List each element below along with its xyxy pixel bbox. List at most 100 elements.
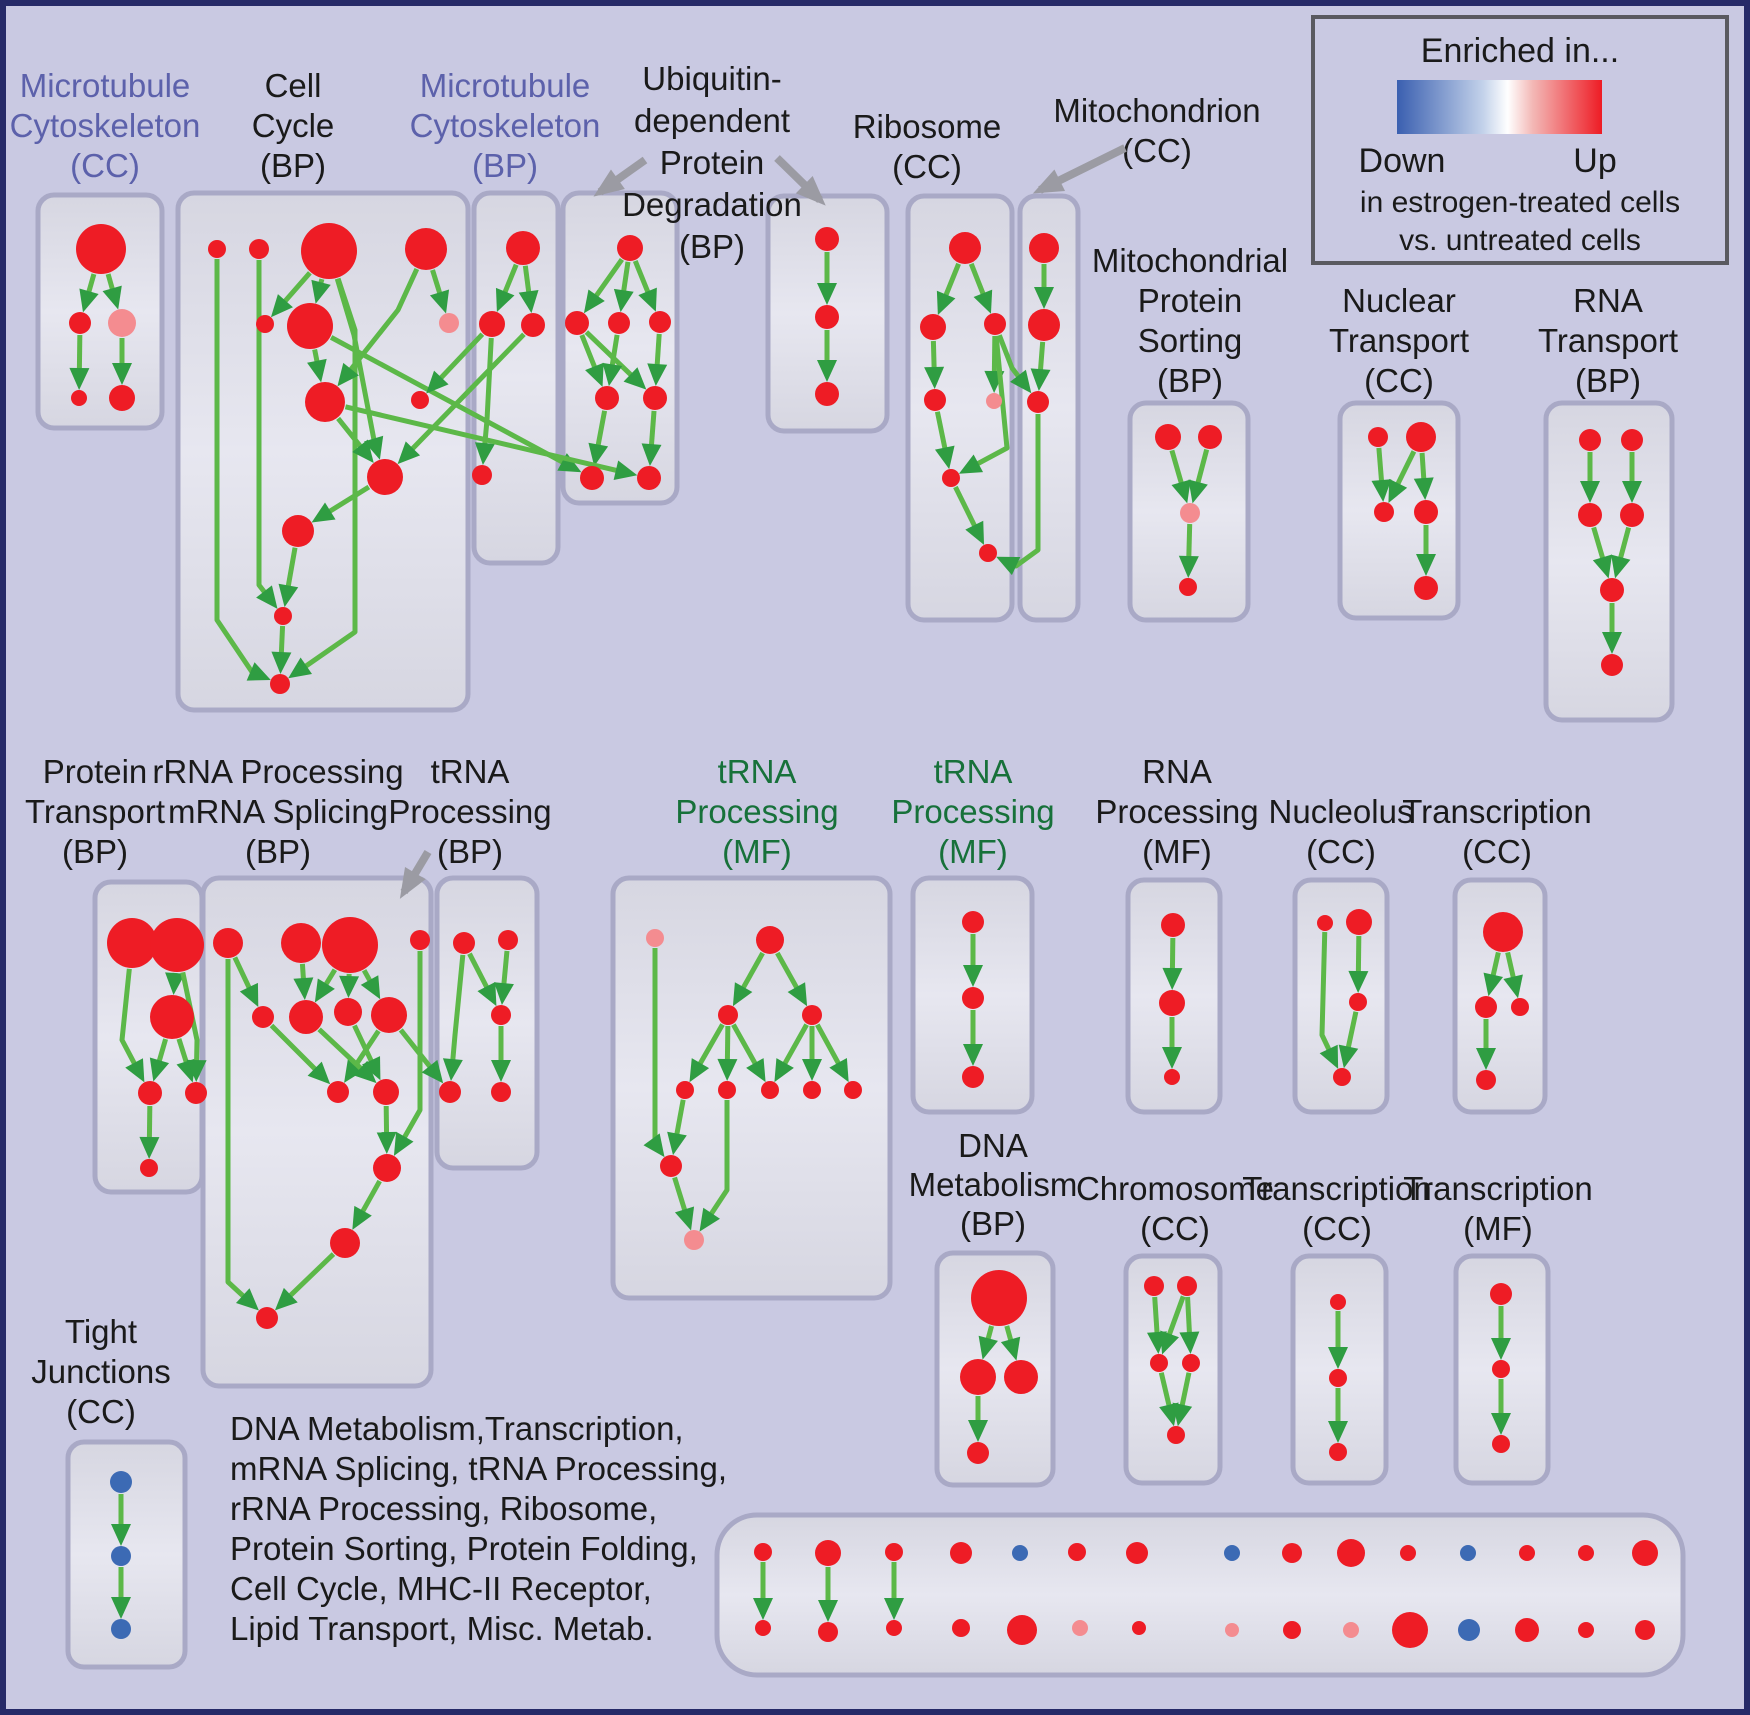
edge-rrna-processing-mrna-splicing-bp bbox=[352, 1024, 381, 1081]
go-term-node bbox=[1460, 1545, 1476, 1561]
go-term-node bbox=[802, 1005, 822, 1025]
edge-trna-processing-mf-1 bbox=[689, 1023, 725, 1083]
edge-ribosome-cc bbox=[934, 411, 955, 470]
go-term-node bbox=[289, 1000, 323, 1034]
edge-cell-cycle-bp bbox=[337, 267, 420, 387]
go-term-node bbox=[373, 1079, 399, 1105]
go-term-node bbox=[334, 998, 362, 1026]
go-term-node bbox=[815, 382, 839, 406]
go-term-node bbox=[1330, 1294, 1346, 1310]
cross-edge bbox=[426, 332, 485, 394]
label-protein-transport-bp: Protein Transport (BP) bbox=[25, 753, 165, 870]
go-term-node bbox=[1126, 1542, 1148, 1564]
go-term-node bbox=[1578, 1545, 1594, 1561]
edge-ribosome-cc bbox=[953, 485, 985, 545]
go-term-node bbox=[111, 1619, 131, 1639]
cluster-box-trna-processing-bp bbox=[434, 875, 540, 1171]
go-term-node bbox=[815, 227, 839, 251]
go-term-node bbox=[327, 1081, 349, 1103]
legend-down-label: Down bbox=[1359, 142, 1446, 180]
edge-rrna-processing-mrna-splicing-bp bbox=[344, 1029, 381, 1083]
edge-trna-processing-mf-1 bbox=[815, 1023, 849, 1083]
go-term-node bbox=[803, 1081, 821, 1099]
edge-ubiquitin-degradation-1 bbox=[583, 257, 624, 314]
labels-layer: Microtubule Cytoskeleton (CC) Cell Cycle (BP)… bbox=[10, 60, 1678, 1647]
go-term-node bbox=[617, 235, 643, 261]
go-term-node bbox=[1621, 429, 1643, 451]
cross-edge bbox=[996, 414, 1041, 576]
nodes-layer bbox=[69, 223, 1658, 1648]
go-term-node bbox=[949, 232, 981, 264]
edge-cell-cycle-bp bbox=[311, 278, 331, 304]
legend-title: Enriched in... bbox=[1421, 32, 1619, 70]
go-term-node bbox=[71, 390, 87, 406]
edge-ribosome-cc bbox=[958, 335, 1010, 474]
label-chromosome-cc: Chromosome (CC) bbox=[1076, 1170, 1274, 1247]
edge-rrna-processing-mrna-splicing-bp bbox=[376, 1105, 397, 1155]
edge-mitochondrial-protein-sorting-bp bbox=[1178, 523, 1199, 579]
go-term-node bbox=[1283, 1621, 1301, 1639]
go-term-node bbox=[1155, 424, 1181, 450]
go-term-node bbox=[1329, 1369, 1347, 1387]
legend: Enriched in... Down Up in estrogen-treated … bbox=[1311, 15, 1729, 265]
go-term-node bbox=[110, 1471, 132, 1493]
go-term-node bbox=[301, 223, 357, 279]
edge-ubiquitin-degradation-1 bbox=[588, 410, 609, 467]
edge-ubiquitin-degradation-1 bbox=[579, 334, 604, 387]
edge-cell-cycle-bp bbox=[271, 625, 292, 675]
go-term-node bbox=[660, 1155, 682, 1177]
go-term-node bbox=[1007, 1615, 1037, 1645]
go-term-node bbox=[676, 1081, 694, 1099]
go-term-node bbox=[140, 1159, 158, 1177]
go-term-node bbox=[256, 315, 274, 333]
label-transcription-cc-1: Transcription (CC) bbox=[1402, 793, 1592, 870]
go-term-node bbox=[1492, 1435, 1510, 1453]
go-term-node bbox=[453, 932, 475, 954]
go-term-node bbox=[371, 997, 407, 1033]
cluster-box-chromosome-cc bbox=[1123, 1253, 1223, 1486]
edge-trna-processing-mf-1 bbox=[672, 1176, 695, 1231]
cluster-box-rrna-processing-mrna-splicing-bp bbox=[200, 875, 434, 1389]
go-term-node bbox=[491, 1005, 511, 1025]
go-term-node bbox=[439, 1081, 461, 1103]
pointer-arrow bbox=[399, 849, 432, 899]
cross-edge bbox=[344, 404, 638, 480]
go-term-node bbox=[1167, 1426, 1185, 1444]
go-term-node bbox=[330, 1228, 360, 1258]
go-term-node bbox=[979, 544, 997, 562]
go-term-node bbox=[256, 1307, 278, 1329]
go-term-node bbox=[1177, 1276, 1197, 1296]
go-term-node bbox=[322, 917, 378, 973]
edge-microtubule-cytoskeleton-cc bbox=[69, 334, 90, 391]
go-term-node bbox=[1490, 1283, 1512, 1305]
go-term-node bbox=[1414, 576, 1438, 600]
go-term-node bbox=[924, 389, 946, 411]
go-term-node bbox=[274, 607, 292, 625]
go-term-node bbox=[844, 1081, 862, 1099]
go-term-node bbox=[649, 311, 671, 333]
go-term-node bbox=[1519, 1545, 1535, 1561]
go-term-node bbox=[942, 469, 960, 487]
cluster-box-nucleolus-cc bbox=[1292, 877, 1390, 1115]
go-term-node bbox=[249, 239, 269, 259]
go-term-node bbox=[1028, 309, 1060, 341]
edge-rrna-processing-mrna-splicing-bp bbox=[339, 973, 360, 999]
edge-transcription-cc-1 bbox=[1503, 951, 1523, 999]
edge-mitochondrial-protein-sorting-bp bbox=[1169, 449, 1191, 504]
go-term-node bbox=[971, 1270, 1027, 1326]
go-term-node bbox=[367, 459, 403, 495]
go-term-node bbox=[718, 1005, 738, 1025]
edge-ubiquitin-degradation-1 bbox=[641, 410, 662, 467]
go-term-node bbox=[282, 515, 314, 547]
go-term-node bbox=[1578, 1622, 1594, 1638]
label-nuclear-transport-cc: Nuclear Transport (CC) bbox=[1329, 282, 1469, 399]
go-term-node bbox=[1333, 1068, 1351, 1086]
edge-cell-cycle-bp bbox=[336, 416, 374, 463]
go-term-node bbox=[1511, 998, 1529, 1016]
edge-ubiquitin-degradation-1 bbox=[647, 333, 668, 387]
go-term-node bbox=[962, 987, 984, 1009]
go-term-node bbox=[185, 1082, 207, 1104]
label-shared-terms-list: DNA Metabolism,Transcription, mRNA Splici… bbox=[230, 1410, 727, 1647]
go-term-node bbox=[305, 382, 345, 422]
